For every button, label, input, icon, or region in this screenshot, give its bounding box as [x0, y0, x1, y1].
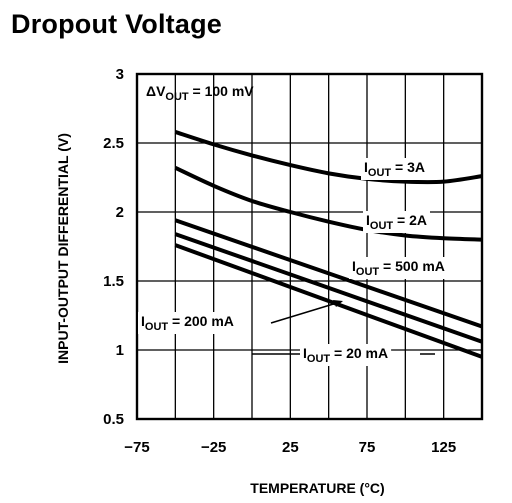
y-tick-label: 2.5	[103, 135, 124, 152]
series-label-bg	[138, 312, 237, 334]
y-tick-label: 2	[116, 204, 124, 221]
x-tick-label: 75	[359, 439, 376, 456]
tick-labels: −75 −25 25 75 125 0.5 1 1.5 2 2.5 3	[103, 66, 456, 456]
series-label-bg	[363, 211, 430, 233]
series-line-2	[174, 218, 483, 329]
x-tick-label: 25	[282, 439, 299, 456]
series-line-3	[174, 232, 483, 344]
series-label-bg	[300, 344, 392, 366]
series-line-4	[174, 243, 483, 359]
condition-label: ΔVOUT = 100 mV	[146, 83, 254, 103]
leader-200ma	[270, 301, 341, 324]
series-line-0	[174, 130, 483, 185]
x-tick-label: 125	[431, 439, 456, 456]
plot-frame	[135, 72, 484, 421]
y-tick-label: 1	[116, 342, 124, 359]
y-tick-label: 1.5	[103, 273, 124, 290]
series-label-bg	[349, 257, 448, 279]
arrow-head-icon	[333, 300, 343, 307]
series-label-0: IOUT = 3A	[364, 159, 425, 179]
x-axis-label: TEMPERATURE (°C)	[250, 480, 384, 496]
series-label-2: IOUT = 500 mA	[352, 258, 445, 278]
grid	[137, 74, 482, 419]
y-tick-label: 3	[116, 66, 124, 83]
annotation-layer: ΔVOUT = 100 mV IOUT = 3A IOUT = 2A IOUT = 5…	[138, 83, 448, 366]
x-tick-label: −25	[201, 439, 226, 456]
x-tick-label: −75	[124, 439, 149, 456]
y-axis-label: INPUT-OUTPUT DIFFERENTIAL (V)	[55, 133, 71, 364]
page-title: Dropout Voltage	[11, 9, 222, 39]
series-label-3: IOUT = 200 mA	[141, 313, 234, 333]
series-label-1: IOUT = 2A	[366, 212, 427, 232]
y-tick-label: 0.5	[103, 411, 124, 428]
series-line-1	[174, 166, 483, 242]
series-layer	[174, 130, 483, 359]
series-label-bg	[361, 158, 428, 180]
series-label-4: IOUT = 20 mA	[303, 345, 388, 365]
